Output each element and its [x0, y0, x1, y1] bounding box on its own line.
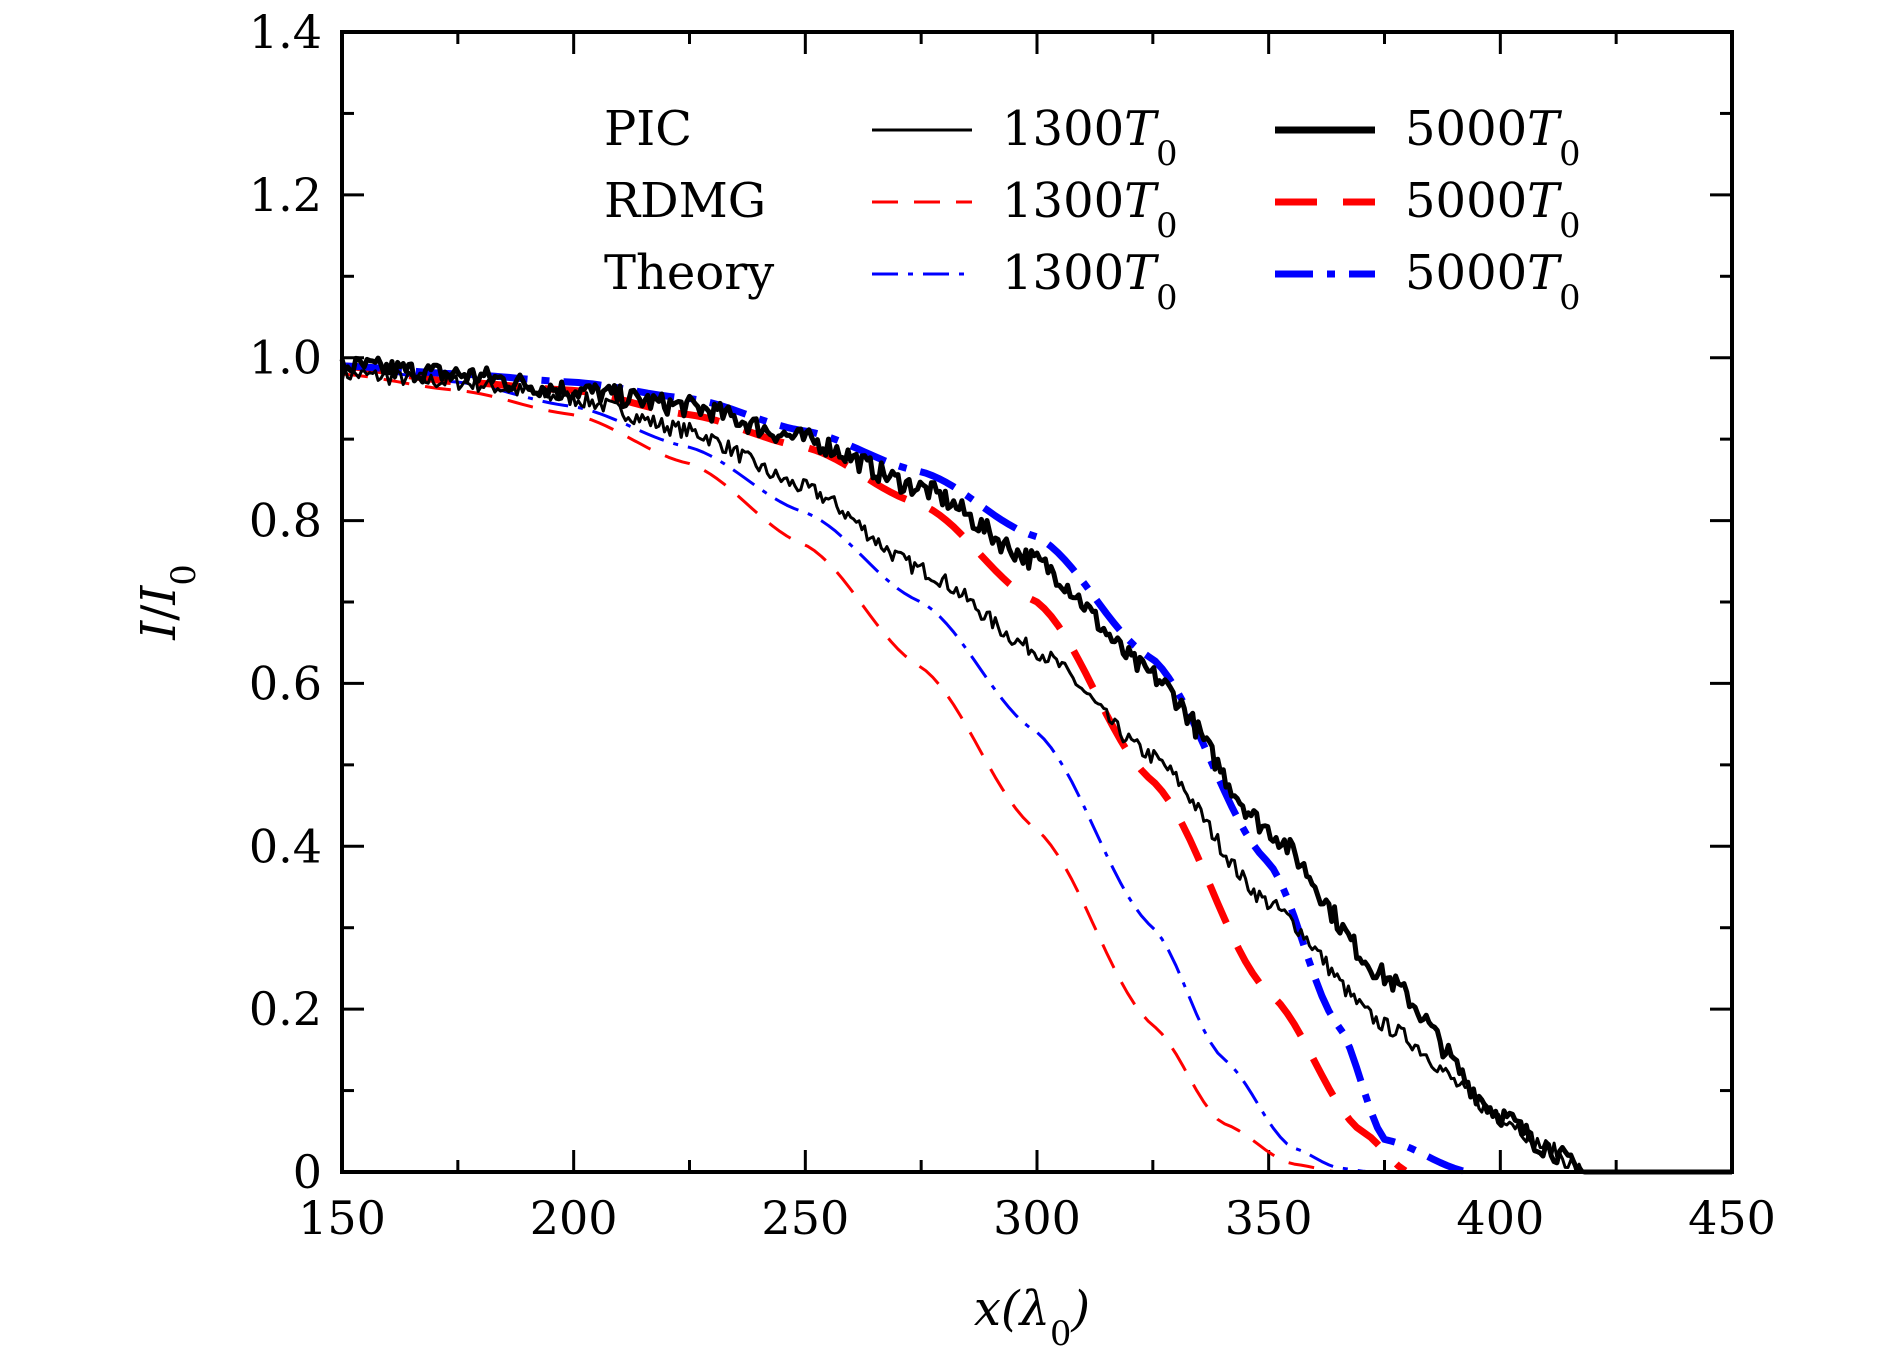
- y-tick-label: 0.6: [249, 656, 322, 710]
- y-tick-label: 0: [293, 1145, 322, 1199]
- y-tick-label: 0.8: [249, 494, 322, 548]
- x-tick-label: 400: [1456, 1191, 1544, 1245]
- x-tick-label: 200: [530, 1191, 618, 1245]
- x-tick-label: 150: [298, 1191, 386, 1245]
- x-tick-label: 300: [993, 1191, 1081, 1245]
- legend-row-label: Theory: [604, 245, 774, 301]
- y-tick-label: 0.2: [249, 982, 322, 1036]
- series-line-pic-1300t0: [340, 365, 1732, 1174]
- series-line-rdmg-1300t0: [341, 372, 1337, 1174]
- y-axis-label: I/I0: [131, 564, 203, 640]
- legend: PIC 1300T0 5000T0 RDMG 1300T0 5000T0 Theory 130…: [604, 101, 1581, 317]
- legend-entry-label: 1300T0: [1002, 101, 1178, 173]
- series-line-pic-5000t0: [339, 355, 1732, 1175]
- series-line-theory-1300t0: [341, 364, 1371, 1174]
- y-tick-label: 1.2: [249, 168, 322, 222]
- y-tick-label: 0.4: [249, 819, 322, 873]
- series-layer: [339, 355, 1732, 1176]
- series-line-rdmg-5000t0: [341, 362, 1408, 1174]
- series-line-theory-5000t0: [341, 362, 1469, 1176]
- x-axis-label: x(λ0): [974, 1281, 1090, 1347]
- legend-entry-label: 5000T0: [1405, 173, 1581, 245]
- legend-entry-label: 5000T0: [1405, 101, 1581, 173]
- x-tick-labels: 150 200 250 300 350 400 450: [298, 1191, 1776, 1245]
- x-tick-label: 350: [1225, 1191, 1313, 1245]
- x-tick-label: 250: [761, 1191, 849, 1245]
- x-tick-label: 450: [1688, 1191, 1776, 1245]
- plot-frame: [340, 30, 1734, 1174]
- legend-entry-label: 5000T0: [1405, 245, 1581, 317]
- legend-entry-label: 1300T0: [1002, 173, 1178, 245]
- legend-entry-label: 1300T0: [1002, 245, 1178, 317]
- y-tick-label: 1.4: [249, 5, 322, 59]
- y-tick-label: 1.0: [249, 331, 322, 385]
- legend-row-label: PIC: [604, 101, 692, 157]
- y-tick-labels: 0 0.2 0.4 0.6 0.8 1.0 1.2 1.4: [249, 5, 322, 1199]
- legend-row-label: RDMG: [604, 173, 766, 229]
